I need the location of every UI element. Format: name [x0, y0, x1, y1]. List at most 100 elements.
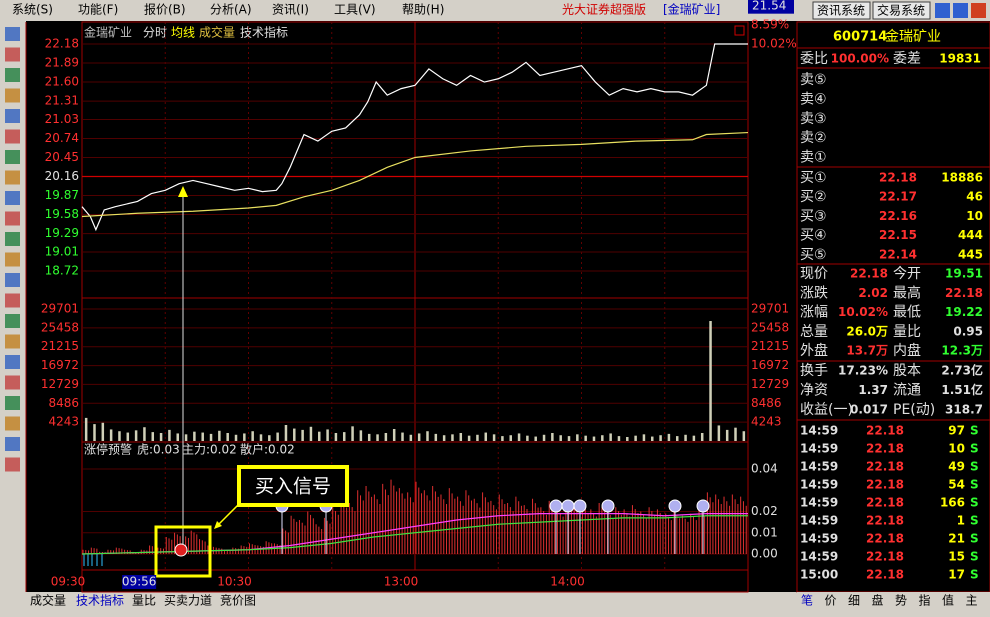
volume-bar	[434, 433, 438, 441]
volume-bar	[93, 424, 96, 441]
volume-bar	[351, 426, 354, 441]
tool-icon[interactable]	[5, 273, 20, 287]
volume-bar	[409, 434, 413, 441]
quote-tab[interactable]: 细	[848, 594, 860, 608]
tool-icon[interactable]	[5, 129, 20, 144]
trade-side: S	[970, 460, 979, 474]
quote-tab[interactable]: 势	[895, 594, 907, 608]
sell-label: 卖⑤	[800, 72, 827, 88]
volume-bar	[684, 434, 687, 441]
arrow-head	[178, 186, 188, 197]
menu-button[interactable]	[872, 1, 931, 20]
bottom-tab[interactable]: 技术指标	[76, 593, 124, 608]
volume-bar	[342, 432, 346, 441]
menu-item[interactable]: 功能(F)	[78, 3, 118, 17]
tool-icon[interactable]	[5, 191, 20, 205]
volume-bar	[609, 433, 612, 441]
price-tick-label: 18.72	[45, 263, 79, 277]
buy-price: 22.17	[879, 190, 917, 204]
tool-icon[interactable]	[5, 314, 20, 328]
tool-icon[interactable]	[5, 150, 20, 164]
indicator-legend: 主力:0.02	[182, 443, 237, 457]
volume-bar	[700, 433, 704, 441]
trade-volume: 166	[940, 496, 965, 510]
field-label: 总量	[800, 324, 828, 340]
trade-side: S	[970, 496, 979, 510]
quote-tab[interactable]: 盘	[871, 593, 883, 608]
window-button[interactable]	[953, 3, 968, 18]
bottom-tab[interactable]: 量比	[132, 594, 156, 608]
buy-volume: 18886	[941, 171, 983, 185]
tool-icon[interactable]	[5, 396, 20, 410]
price-tick-label: 21.31	[45, 94, 79, 108]
stock-code: 600714	[833, 30, 887, 45]
volume-bar	[309, 426, 313, 441]
trade-side: S	[970, 442, 979, 456]
quote-tab[interactable]: 值	[942, 593, 954, 608]
volume-bar	[442, 435, 446, 441]
price-tick-label: 21.60	[45, 75, 79, 89]
volume-bar	[417, 433, 421, 441]
window-button[interactable]	[971, 3, 986, 18]
menu-item[interactable]: 报价(B)	[144, 2, 186, 17]
line-1	[81, 131, 749, 218]
trade-price: 22.18	[866, 550, 904, 564]
tool-icon[interactable]	[5, 252, 20, 267]
tool-icon[interactable]	[5, 293, 20, 308]
quote-tab[interactable]: 指	[918, 593, 930, 608]
trade-time: 14:59	[800, 442, 838, 456]
tool-icon[interactable]	[5, 88, 20, 103]
tool-icon[interactable]	[5, 109, 20, 123]
bottom-tab[interactable]: 买卖力道	[164, 594, 212, 608]
volume-bar	[426, 431, 429, 441]
stock-name: 金瑞矿业	[84, 25, 132, 40]
volume-bar	[318, 431, 321, 441]
bottom-tab[interactable]: 成交量	[30, 593, 66, 608]
volume-bar	[293, 428, 296, 441]
volume-bar	[692, 435, 696, 441]
field-value: 1.51亿	[941, 382, 983, 397]
tool-icon[interactable]	[5, 416, 20, 431]
trade-volume: 15	[948, 550, 965, 564]
field-value: 19.22	[945, 305, 983, 319]
tool-icon[interactable]	[5, 211, 20, 226]
menu-button[interactable]	[812, 1, 871, 20]
quote-tab[interactable]: 价	[824, 594, 836, 608]
tool-icon[interactable]	[5, 334, 20, 349]
quote-tab[interactable]: 主	[965, 594, 977, 608]
volume-tick-label: 21215	[751, 339, 789, 353]
buy-volume: 444	[958, 228, 983, 242]
time-tick-label: 09:30	[51, 575, 86, 589]
window-button[interactable]	[935, 3, 950, 18]
tool-icon[interactable]	[5, 68, 20, 82]
indicator-tick-label: 0.04	[751, 462, 778, 476]
field-label: 量比	[893, 324, 921, 340]
tool-icon[interactable]	[5, 232, 20, 246]
tool-icon[interactable]	[5, 27, 20, 41]
bottom-tab[interactable]: 竞价图	[220, 594, 256, 608]
menu-item[interactable]: 系统(S)	[12, 3, 53, 17]
tool-icon[interactable]	[5, 47, 20, 62]
trade-time: 15:00	[800, 568, 838, 582]
buy-signal	[174, 543, 188, 557]
volume-tick-label: 25458	[751, 320, 789, 334]
quote-tab[interactable]: 笔	[801, 593, 813, 608]
field-label: 收益(一)	[800, 402, 853, 418]
menu-item[interactable]: 工具(V)	[334, 3, 376, 17]
tool-icon[interactable]	[5, 457, 20, 472]
sell-label: 卖④	[800, 91, 827, 107]
tool-icon[interactable]	[5, 355, 20, 369]
menu-item[interactable]: 帮助(H)	[402, 3, 444, 17]
tool-icon[interactable]	[5, 170, 20, 185]
volume-bar	[559, 435, 562, 441]
volume-bar	[601, 435, 604, 441]
trade-volume: 17	[948, 568, 965, 582]
menu-item[interactable]: 资讯(I)	[272, 3, 309, 17]
volume-bar	[401, 432, 404, 441]
tool-icon[interactable]	[5, 375, 20, 390]
field-label: 最低	[893, 305, 921, 321]
menu-item[interactable]: 分析(A)	[210, 3, 252, 17]
pct-tick-label: 8.59%	[751, 18, 789, 32]
tool-icon[interactable]	[5, 437, 20, 451]
